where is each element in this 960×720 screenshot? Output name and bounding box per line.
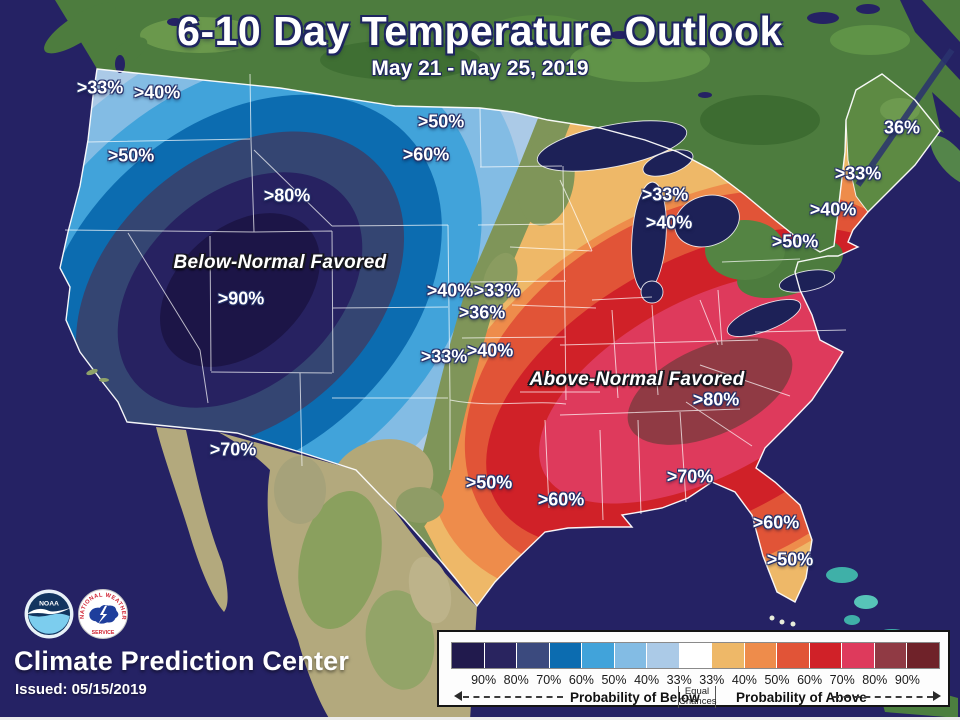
- agency-name: Climate Prediction Center: [14, 646, 350, 676]
- equal-chances-line2: Chances: [679, 696, 717, 707]
- canada-landmass: [44, 0, 960, 299]
- legend-tick-label: 50%: [764, 673, 790, 687]
- mexico-landmass: [156, 427, 477, 717]
- legend-tick-row: 90% 80% 70% 60% 50% 40% 33% 33% 40% 50% 60% 70% 80% 9…: [439, 632, 948, 705]
- us-border-outline: [59, 68, 941, 608]
- legend-tick-label: 60%: [568, 673, 594, 687]
- nws-logo-icon: NATIONAL WEATHER SERVICE: [78, 589, 128, 639]
- issued-date: Issued: 05/15/2019: [15, 681, 147, 698]
- legend-swatch: [549, 643, 583, 668]
- legend-tick-label: 33%: [699, 673, 725, 687]
- legend-tick-label: 33%: [666, 673, 692, 687]
- equal-chances-label: Equal Chances: [678, 686, 717, 708]
- right-dash-line: [833, 696, 933, 698]
- equal-chances-line1: Equal: [684, 686, 710, 697]
- probability-of-above-label: Probability of Above: [736, 690, 867, 705]
- legend-tick-label: 90%: [894, 673, 920, 687]
- nws-logo-text-bottom: SERVICE: [92, 630, 115, 636]
- legend-tick-label: 50%: [601, 673, 627, 687]
- legend-swatch: [874, 643, 908, 668]
- legend-swatch: [614, 643, 648, 668]
- legend-tick-label: 40%: [634, 673, 660, 687]
- right-arrow-icon: [933, 691, 941, 701]
- legend-swatch: [842, 643, 875, 668]
- state-borders: [64, 73, 847, 521]
- legend-swatch: [907, 643, 939, 668]
- legend-swatch: [679, 643, 713, 668]
- legend-tick-label: 70%: [829, 673, 855, 687]
- great-lakes: [536, 120, 836, 337]
- legend-swatch: [452, 643, 485, 668]
- legend-tick-label: 60%: [797, 673, 823, 687]
- legend-tick-label: 80%: [862, 673, 888, 687]
- legend-swatch: [517, 643, 550, 668]
- legend-swatch: [777, 643, 810, 668]
- legend-swatch: [582, 643, 615, 668]
- legend-swatch: [647, 643, 680, 668]
- legend-tick-label: 70%: [536, 673, 562, 687]
- legend-swatch: [712, 643, 745, 668]
- probability-of-below-label: Probability of Below: [570, 690, 700, 705]
- left-dash-line: [463, 696, 563, 698]
- legend-swatch: [484, 643, 518, 668]
- legend-tick-label: 40%: [731, 673, 757, 687]
- legend: 90% 80% 70% 60% 50% 40% 33% 33% 40% 50% 60% 70% 80% 9…: [437, 630, 950, 708]
- legend-tick-label: 90%: [471, 673, 497, 687]
- legend-swatch: [809, 643, 843, 668]
- noaa-logo-icon: NOAA: [24, 589, 74, 639]
- left-arrow-icon: [454, 691, 462, 701]
- legend-color-scale: [451, 642, 940, 669]
- legend-swatch: [744, 643, 778, 668]
- legend-tick-label: 80%: [503, 673, 529, 687]
- maine-terrain: [846, 74, 940, 212]
- noaa-logo-text: NOAA: [39, 601, 59, 608]
